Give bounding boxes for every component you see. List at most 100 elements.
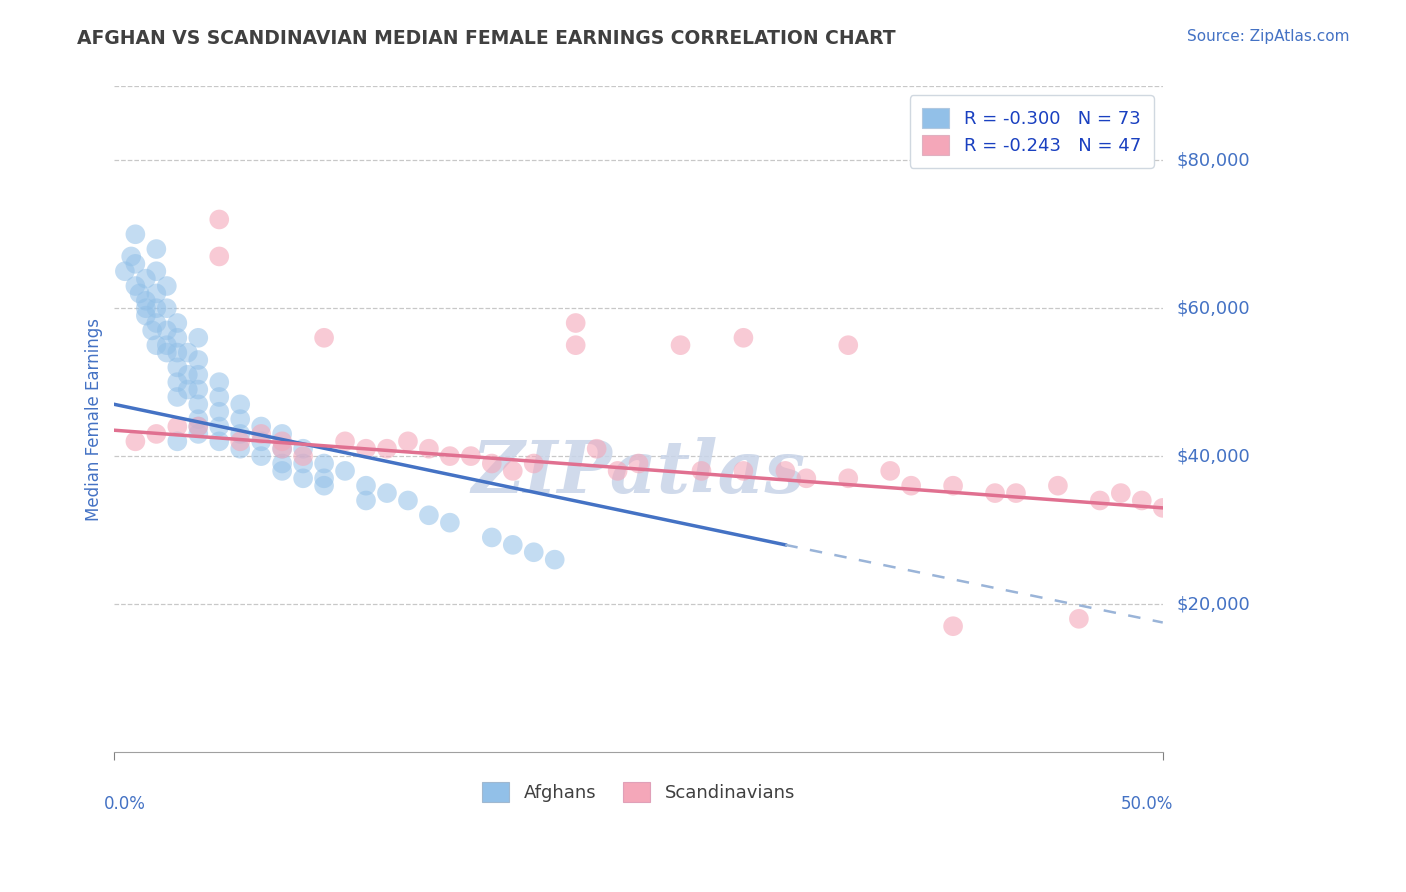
Point — [879, 464, 901, 478]
Point — [292, 442, 315, 456]
Point — [1152, 500, 1174, 515]
Point — [984, 486, 1007, 500]
Point — [229, 426, 252, 441]
Point — [208, 390, 231, 404]
Point — [292, 449, 315, 463]
Point — [145, 301, 167, 316]
Point — [187, 383, 209, 397]
Text: $80,000: $80,000 — [1177, 152, 1250, 169]
Point — [585, 442, 607, 456]
Point — [481, 531, 503, 545]
Point — [354, 442, 377, 456]
Point — [627, 457, 650, 471]
Point — [166, 390, 188, 404]
Point — [690, 464, 713, 478]
Point — [124, 279, 146, 293]
Point — [333, 434, 356, 449]
Text: $20,000: $20,000 — [1177, 595, 1250, 613]
Point — [271, 434, 294, 449]
Point — [135, 301, 157, 316]
Point — [145, 426, 167, 441]
Point — [156, 279, 179, 293]
Point — [166, 360, 188, 375]
Point — [942, 478, 965, 492]
Point — [208, 405, 231, 419]
Point — [794, 471, 817, 485]
Point — [837, 471, 859, 485]
Point — [271, 464, 294, 478]
Point — [156, 323, 179, 337]
Point — [166, 316, 188, 330]
Point — [208, 212, 231, 227]
Point — [418, 442, 440, 456]
Point — [1130, 493, 1153, 508]
Point — [166, 434, 188, 449]
Point — [229, 397, 252, 411]
Point — [124, 227, 146, 242]
Point — [141, 323, 163, 337]
Point — [354, 493, 377, 508]
Point — [135, 271, 157, 285]
Point — [229, 434, 252, 449]
Point — [292, 471, 315, 485]
Point — [900, 478, 922, 492]
Point — [312, 471, 335, 485]
Point — [354, 478, 377, 492]
Point — [942, 619, 965, 633]
Point — [564, 316, 586, 330]
Point — [187, 331, 209, 345]
Point — [1005, 486, 1028, 500]
Point — [333, 464, 356, 478]
Point — [250, 434, 273, 449]
Point — [187, 353, 209, 368]
Point — [166, 419, 188, 434]
Point — [1067, 612, 1090, 626]
Point — [135, 293, 157, 308]
Point — [135, 309, 157, 323]
Point — [128, 286, 150, 301]
Point — [606, 464, 628, 478]
Point — [166, 375, 188, 389]
Point — [312, 331, 335, 345]
Point — [156, 338, 179, 352]
Point — [177, 383, 200, 397]
Point — [396, 434, 419, 449]
Point — [439, 516, 461, 530]
Point — [114, 264, 136, 278]
Text: ZIPatlas: ZIPatlas — [471, 437, 806, 508]
Text: AFGHAN VS SCANDINAVIAN MEDIAN FEMALE EARNINGS CORRELATION CHART: AFGHAN VS SCANDINAVIAN MEDIAN FEMALE EAR… — [77, 29, 896, 47]
Point — [271, 442, 294, 456]
Point — [733, 464, 755, 478]
Point — [208, 434, 231, 449]
Point — [502, 538, 524, 552]
Point — [208, 249, 231, 263]
Point — [166, 331, 188, 345]
Point — [229, 412, 252, 426]
Point — [124, 434, 146, 449]
Point — [145, 316, 167, 330]
Point — [145, 286, 167, 301]
Point — [271, 426, 294, 441]
Point — [208, 375, 231, 389]
Point — [523, 545, 546, 559]
Point — [564, 338, 586, 352]
Point — [460, 449, 482, 463]
Point — [187, 419, 209, 434]
Point — [177, 368, 200, 382]
Point — [523, 457, 546, 471]
Point — [208, 419, 231, 434]
Point — [120, 249, 142, 263]
Text: Source: ZipAtlas.com: Source: ZipAtlas.com — [1187, 29, 1350, 44]
Text: 50.0%: 50.0% — [1121, 795, 1173, 814]
Point — [177, 345, 200, 359]
Point — [271, 442, 294, 456]
Point — [145, 338, 167, 352]
Point — [312, 457, 335, 471]
Point — [229, 442, 252, 456]
Point — [312, 478, 335, 492]
Point — [775, 464, 797, 478]
Point — [544, 552, 567, 566]
Point — [145, 242, 167, 256]
Point — [375, 486, 398, 500]
Point — [271, 457, 294, 471]
